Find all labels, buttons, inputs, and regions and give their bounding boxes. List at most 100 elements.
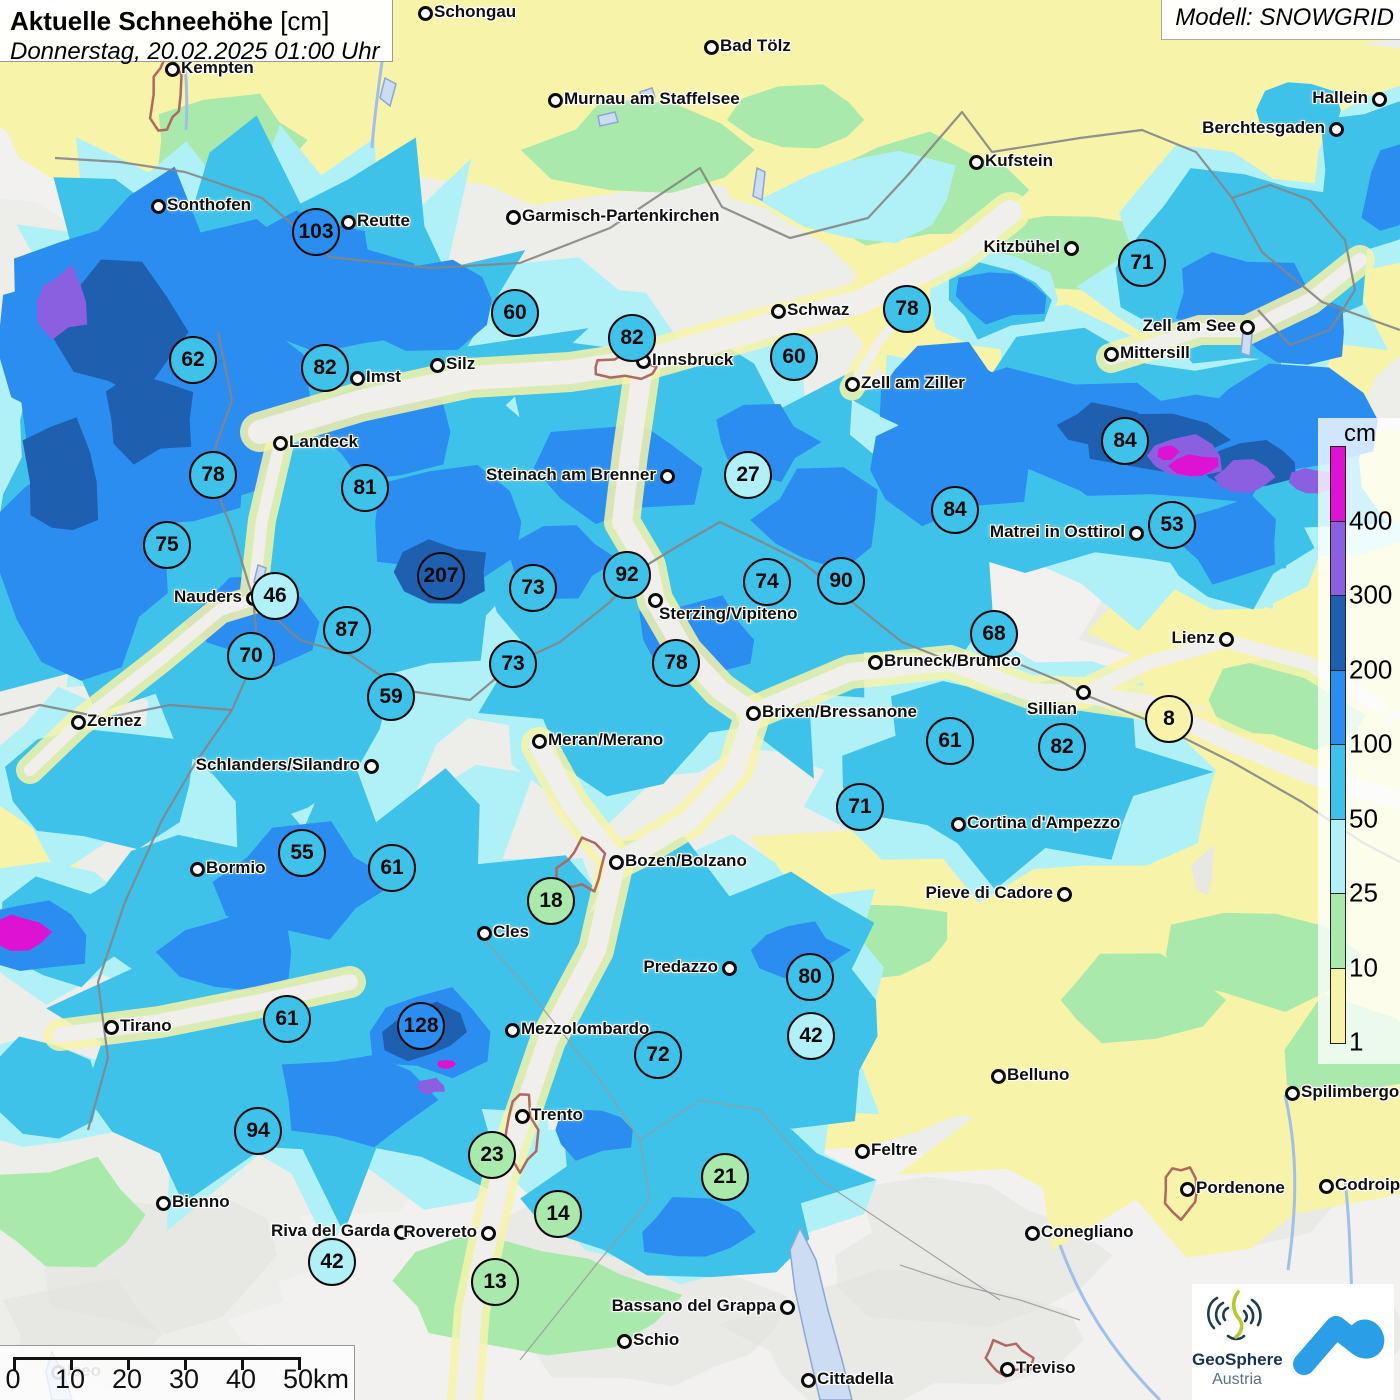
city-dot-icon bbox=[1180, 1182, 1195, 1197]
city-dot-icon bbox=[165, 62, 180, 77]
legend-label: 10 bbox=[1349, 952, 1378, 982]
legend-segment-400 bbox=[1331, 447, 1345, 522]
city-label: Brixen/Bressanone bbox=[762, 702, 917, 721]
city-dot-icon bbox=[801, 1373, 816, 1388]
city-label: Predazzo bbox=[643, 957, 718, 976]
station-marker: 14 bbox=[534, 1190, 582, 1238]
station-marker: 60 bbox=[491, 289, 539, 337]
legend-panel: cm 400 300 200 100 50 25 10 1 bbox=[1318, 418, 1400, 1064]
city-label: Schio bbox=[633, 1330, 680, 1349]
city-dot-icon bbox=[548, 93, 563, 108]
station-marker: 78 bbox=[883, 285, 931, 333]
city-dot-icon bbox=[71, 715, 86, 730]
city-label: Schlanders/Silandro bbox=[195, 755, 360, 774]
city-dot-icon bbox=[104, 1020, 119, 1035]
city-dot-icon bbox=[845, 377, 860, 392]
scale-tick bbox=[298, 1357, 301, 1370]
city-dot-icon bbox=[273, 436, 288, 451]
station-marker: 71 bbox=[836, 783, 884, 831]
station-marker: 82 bbox=[301, 344, 349, 392]
scale-tick bbox=[13, 1357, 16, 1370]
city-dot-icon bbox=[609, 855, 624, 870]
legend-label: 400 bbox=[1349, 505, 1393, 535]
legend-segment-10 bbox=[1331, 894, 1345, 969]
legend-segment-1 bbox=[1331, 968, 1345, 1043]
station-marker: 71 bbox=[1118, 239, 1166, 287]
station-marker: 21 bbox=[701, 1153, 749, 1201]
city-label: Nauders bbox=[173, 587, 242, 606]
station-marker: 59 bbox=[367, 673, 415, 721]
legend-label: 200 bbox=[1349, 654, 1393, 684]
city-label: Tirano bbox=[120, 1016, 172, 1035]
city-dot-icon bbox=[1240, 320, 1255, 335]
city-dot-icon bbox=[477, 926, 492, 941]
station-marker: 46 bbox=[251, 572, 299, 620]
city-dot-icon bbox=[1064, 241, 1079, 256]
city-label: Bienno bbox=[172, 1192, 230, 1211]
station-marker: 84 bbox=[1101, 417, 1149, 465]
scale-label: 0 bbox=[5, 1364, 21, 1394]
station-marker: 60 bbox=[770, 333, 818, 381]
city-dot-icon bbox=[1104, 347, 1119, 362]
scale-tick bbox=[70, 1357, 73, 1370]
station-marker: 8 bbox=[1145, 695, 1193, 743]
station-marker: 42 bbox=[787, 1012, 835, 1060]
station-marker: 61 bbox=[368, 844, 416, 892]
city-dot-icon bbox=[648, 593, 663, 608]
legend-label: 25 bbox=[1349, 877, 1378, 908]
city-dot-icon bbox=[991, 1069, 1006, 1084]
station-marker: 53 bbox=[1148, 501, 1196, 549]
station-marker: 72 bbox=[634, 1031, 682, 1079]
city-dot-icon bbox=[969, 155, 984, 170]
legend-label: 300 bbox=[1349, 579, 1393, 610]
city-label: Feltre bbox=[871, 1140, 918, 1159]
city-dot-icon bbox=[660, 469, 675, 484]
station-marker: 94 bbox=[234, 1107, 282, 1155]
station-marker: 68 bbox=[970, 610, 1018, 658]
title-panel: Aktuelle Schneehöhe [cm] Donnerstag, 20.… bbox=[0, 0, 393, 65]
city-dot-icon bbox=[190, 862, 205, 877]
station-marker: 61 bbox=[263, 995, 311, 1043]
city-label: Schongau bbox=[434, 2, 517, 21]
city-label: Treviso bbox=[1016, 1358, 1076, 1377]
city-label: Bozen/Bolzano bbox=[625, 851, 747, 870]
scale-bar-panel: 0 10 20 30 40 50km bbox=[0, 1345, 355, 1400]
station-marker: 73 bbox=[489, 640, 537, 688]
city-dot-icon bbox=[341, 215, 356, 230]
city-label: Schwaz bbox=[787, 300, 850, 319]
station-marker: 81 bbox=[341, 464, 389, 512]
page-subtitle: Donnerstag, 20.02.2025 01:00 Uhr bbox=[10, 38, 380, 65]
station-marker: 27 bbox=[724, 451, 772, 499]
city-dot-icon bbox=[855, 1144, 870, 1159]
station-marker: 82 bbox=[1038, 723, 1086, 771]
legend-label: 1 bbox=[1349, 1026, 1364, 1057]
city-label: Riva del Garda bbox=[270, 1221, 390, 1240]
station-marker: 92 bbox=[603, 551, 651, 599]
city-dot-icon bbox=[1319, 1179, 1334, 1194]
city-dot-icon bbox=[506, 210, 521, 225]
station-marker: 74 bbox=[743, 558, 791, 606]
city-label: Innsbruck bbox=[652, 350, 734, 369]
geosphere-name: GeoSphere bbox=[1192, 1350, 1283, 1369]
city-dot-icon bbox=[156, 1196, 171, 1211]
city-dot-icon bbox=[1219, 632, 1234, 647]
scale-tick bbox=[127, 1357, 130, 1370]
city-label: Murnau am Staffelsee bbox=[564, 89, 740, 108]
legend-segment-25 bbox=[1331, 819, 1345, 894]
legend-segment-50 bbox=[1331, 745, 1345, 820]
model-label: Modell: SNOWGRID bbox=[1161, 0, 1400, 40]
city-label: Imst bbox=[366, 367, 401, 386]
city-label: Meran/Merano bbox=[548, 730, 664, 749]
legend-segment-100 bbox=[1331, 670, 1345, 745]
city-label: Steinach am Brenner bbox=[485, 465, 656, 484]
scale-label: 20 bbox=[111, 1364, 143, 1394]
station-marker: 80 bbox=[786, 953, 834, 1001]
city-label: Bassano del Grappa bbox=[611, 1296, 776, 1315]
city-label: Zernez bbox=[87, 711, 142, 730]
scale-label: 40 bbox=[225, 1364, 257, 1394]
city-dot-icon bbox=[151, 199, 166, 214]
city-label: Landeck bbox=[289, 432, 358, 451]
station-marker: 23 bbox=[468, 1131, 516, 1179]
